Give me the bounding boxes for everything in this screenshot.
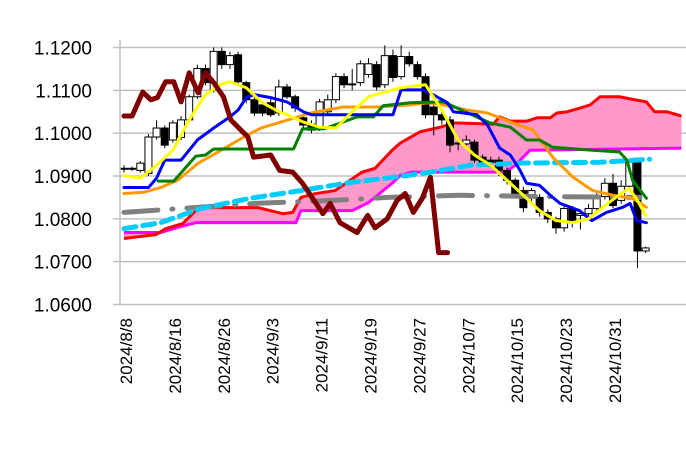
candle-up [560, 208, 569, 229]
candle-down [421, 76, 430, 116]
x-tick-label: 2024/10/23 [557, 318, 576, 403]
candle-down [429, 106, 438, 116]
candle-down [405, 55, 414, 65]
candle-down [234, 54, 243, 83]
x-tick-label: 2024/8/26 [215, 318, 234, 394]
candle-down [340, 76, 349, 86]
candle-down [160, 127, 169, 146]
y-tick-label: 1.1000 [34, 124, 92, 145]
candle-down [348, 83, 357, 86]
conversion-line-line [122, 80, 648, 225]
y-tick-label: 1.0900 [34, 167, 92, 188]
y-tick-label: 1.0700 [34, 253, 92, 274]
candle-up [225, 55, 234, 66]
indicator-lines [121, 70, 653, 256]
long-ma-dashed-line [121, 156, 653, 232]
candle-up [397, 55, 406, 78]
y-axis-labels: 1.1200 1.1100 1.1000 1.0900 1.0800 1.0700 1.06… [34, 39, 92, 317]
lagging-span-line [121, 70, 451, 256]
candle-down [283, 86, 291, 98]
candle-up [168, 122, 177, 141]
candle-down [120, 167, 128, 170]
x-tick-label: 2024/10/31 [606, 318, 625, 403]
candle-down [372, 64, 381, 88]
candle-up [323, 99, 332, 113]
x-axis-labels: 2024/8/8 2024/8/16 2024/8/26 2024/9/3 2024/9… [117, 318, 625, 403]
candle-down [258, 104, 267, 114]
cloud-fill [124, 96, 682, 239]
candle-up [600, 182, 609, 198]
x-tick-label: 2024/10/15 [508, 318, 527, 403]
candle-up [641, 247, 650, 252]
x-tick-label: 2024/8/16 [166, 318, 185, 394]
candle-up [356, 63, 365, 84]
candle-down [388, 55, 397, 78]
x-tick-label: 2024/9/11 [313, 318, 332, 392]
y-tick-label: 1.0800 [34, 210, 92, 231]
candle-up [364, 63, 373, 75]
y-tick-label: 1.0600 [34, 295, 92, 316]
span-b-line [124, 146, 682, 235]
candle-up [152, 127, 161, 138]
candle-down [250, 99, 259, 114]
candle-down [217, 50, 226, 66]
y-tick-label: 1.1100 [35, 81, 92, 102]
candle-up [380, 55, 389, 86]
candle-up [136, 162, 145, 171]
x-tick-label: 2024/10/7 [459, 318, 478, 394]
candle-up [331, 76, 340, 101]
x-tick-label: 2024/8/8 [117, 318, 136, 384]
x-tick-label: 2024/9/27 [410, 318, 429, 394]
x-tick-label: 2024/9/3 [264, 318, 283, 384]
candle-up [584, 208, 593, 215]
candle-up [462, 139, 471, 145]
candle-up [128, 167, 137, 170]
candle-down [413, 64, 422, 78]
y-tick-label: 1.1200 [34, 39, 92, 60]
x-tick-label: 2024/9/19 [362, 318, 381, 394]
